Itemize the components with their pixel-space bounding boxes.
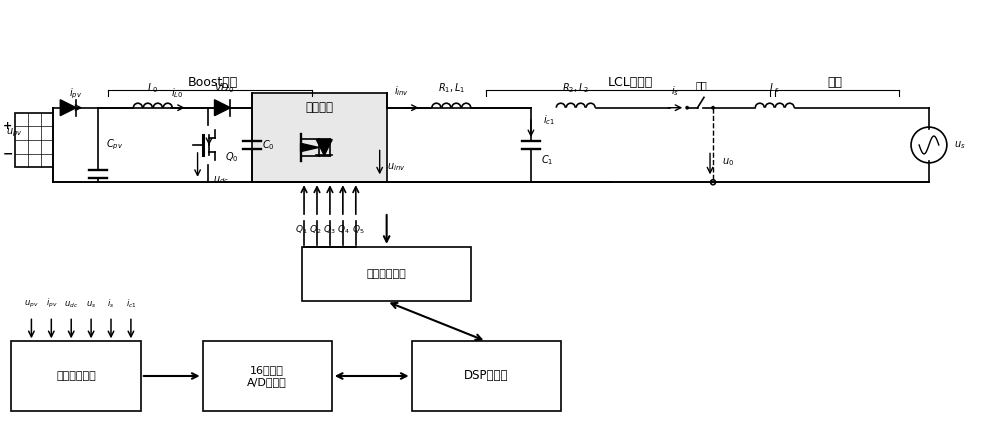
Polygon shape bbox=[60, 100, 76, 116]
Text: $i_s$: $i_s$ bbox=[671, 84, 679, 98]
Circle shape bbox=[686, 107, 688, 109]
Text: $C_1$: $C_1$ bbox=[541, 153, 553, 167]
Polygon shape bbox=[301, 143, 319, 152]
Text: $u_{dc}$: $u_{dc}$ bbox=[64, 300, 78, 310]
FancyBboxPatch shape bbox=[11, 341, 141, 411]
Text: $u_{inv}$: $u_{inv}$ bbox=[387, 161, 406, 173]
FancyBboxPatch shape bbox=[252, 93, 387, 182]
Text: $Q_0$: $Q_0$ bbox=[225, 150, 239, 164]
Polygon shape bbox=[214, 100, 230, 116]
FancyBboxPatch shape bbox=[203, 341, 332, 411]
Text: $i_{pv}$: $i_{pv}$ bbox=[46, 297, 57, 310]
Text: −: − bbox=[2, 147, 13, 160]
Text: $i_{c1}$: $i_{c1}$ bbox=[543, 113, 555, 127]
Text: $u_s$: $u_s$ bbox=[954, 139, 965, 151]
Polygon shape bbox=[316, 139, 332, 156]
Text: $C_{pv}$: $C_{pv}$ bbox=[106, 138, 123, 152]
Text: $i_{L0}$: $i_{L0}$ bbox=[171, 86, 184, 100]
Text: $L_s$: $L_s$ bbox=[769, 81, 780, 95]
Text: 开关: 开关 bbox=[695, 80, 707, 90]
Text: $i_{inv}$: $i_{inv}$ bbox=[394, 84, 409, 98]
Text: $i_{c1}$: $i_{c1}$ bbox=[126, 298, 136, 310]
Text: $u_s$: $u_s$ bbox=[86, 300, 96, 310]
Circle shape bbox=[712, 107, 714, 109]
Text: 信号调理电路: 信号调理电路 bbox=[56, 371, 96, 381]
Text: $R_2,L_2$: $R_2,L_2$ bbox=[562, 81, 589, 95]
Text: $i_s$: $i_s$ bbox=[107, 298, 115, 310]
Text: $i_{pv}$: $i_{pv}$ bbox=[69, 87, 82, 101]
Text: $L_0$: $L_0$ bbox=[147, 81, 158, 95]
Text: DSP控制器: DSP控制器 bbox=[464, 370, 508, 382]
Text: $u_{pv}$: $u_{pv}$ bbox=[24, 299, 39, 310]
Bar bbox=[15, 113, 53, 167]
Text: LCL滤波器: LCL滤波器 bbox=[608, 76, 653, 90]
Text: $R_1,L_1$: $R_1,L_1$ bbox=[438, 81, 465, 95]
Text: 并网: 并网 bbox=[827, 76, 842, 90]
Text: Boost电路: Boost电路 bbox=[187, 76, 238, 90]
Text: 驱动保护电路: 驱动保护电路 bbox=[367, 269, 407, 279]
FancyBboxPatch shape bbox=[302, 247, 471, 302]
Text: $Q_1\ Q_2\ Q_3\ Q_4\ Q_5$: $Q_1\ Q_2\ Q_3\ Q_4\ Q_5$ bbox=[295, 224, 365, 236]
Text: $C_0$: $C_0$ bbox=[262, 138, 275, 152]
Text: 16位高速
A/D转换器: 16位高速 A/D转换器 bbox=[247, 365, 287, 387]
Text: 逆变电路: 逆变电路 bbox=[305, 101, 333, 114]
Text: $u_{dc}$: $u_{dc}$ bbox=[213, 174, 229, 186]
FancyBboxPatch shape bbox=[412, 341, 561, 411]
Text: $u_0$: $u_0$ bbox=[722, 156, 734, 168]
Text: +: + bbox=[3, 121, 12, 132]
Text: $u_{pv}$: $u_{pv}$ bbox=[6, 126, 22, 139]
Text: $VD_0$: $VD_0$ bbox=[214, 81, 234, 95]
